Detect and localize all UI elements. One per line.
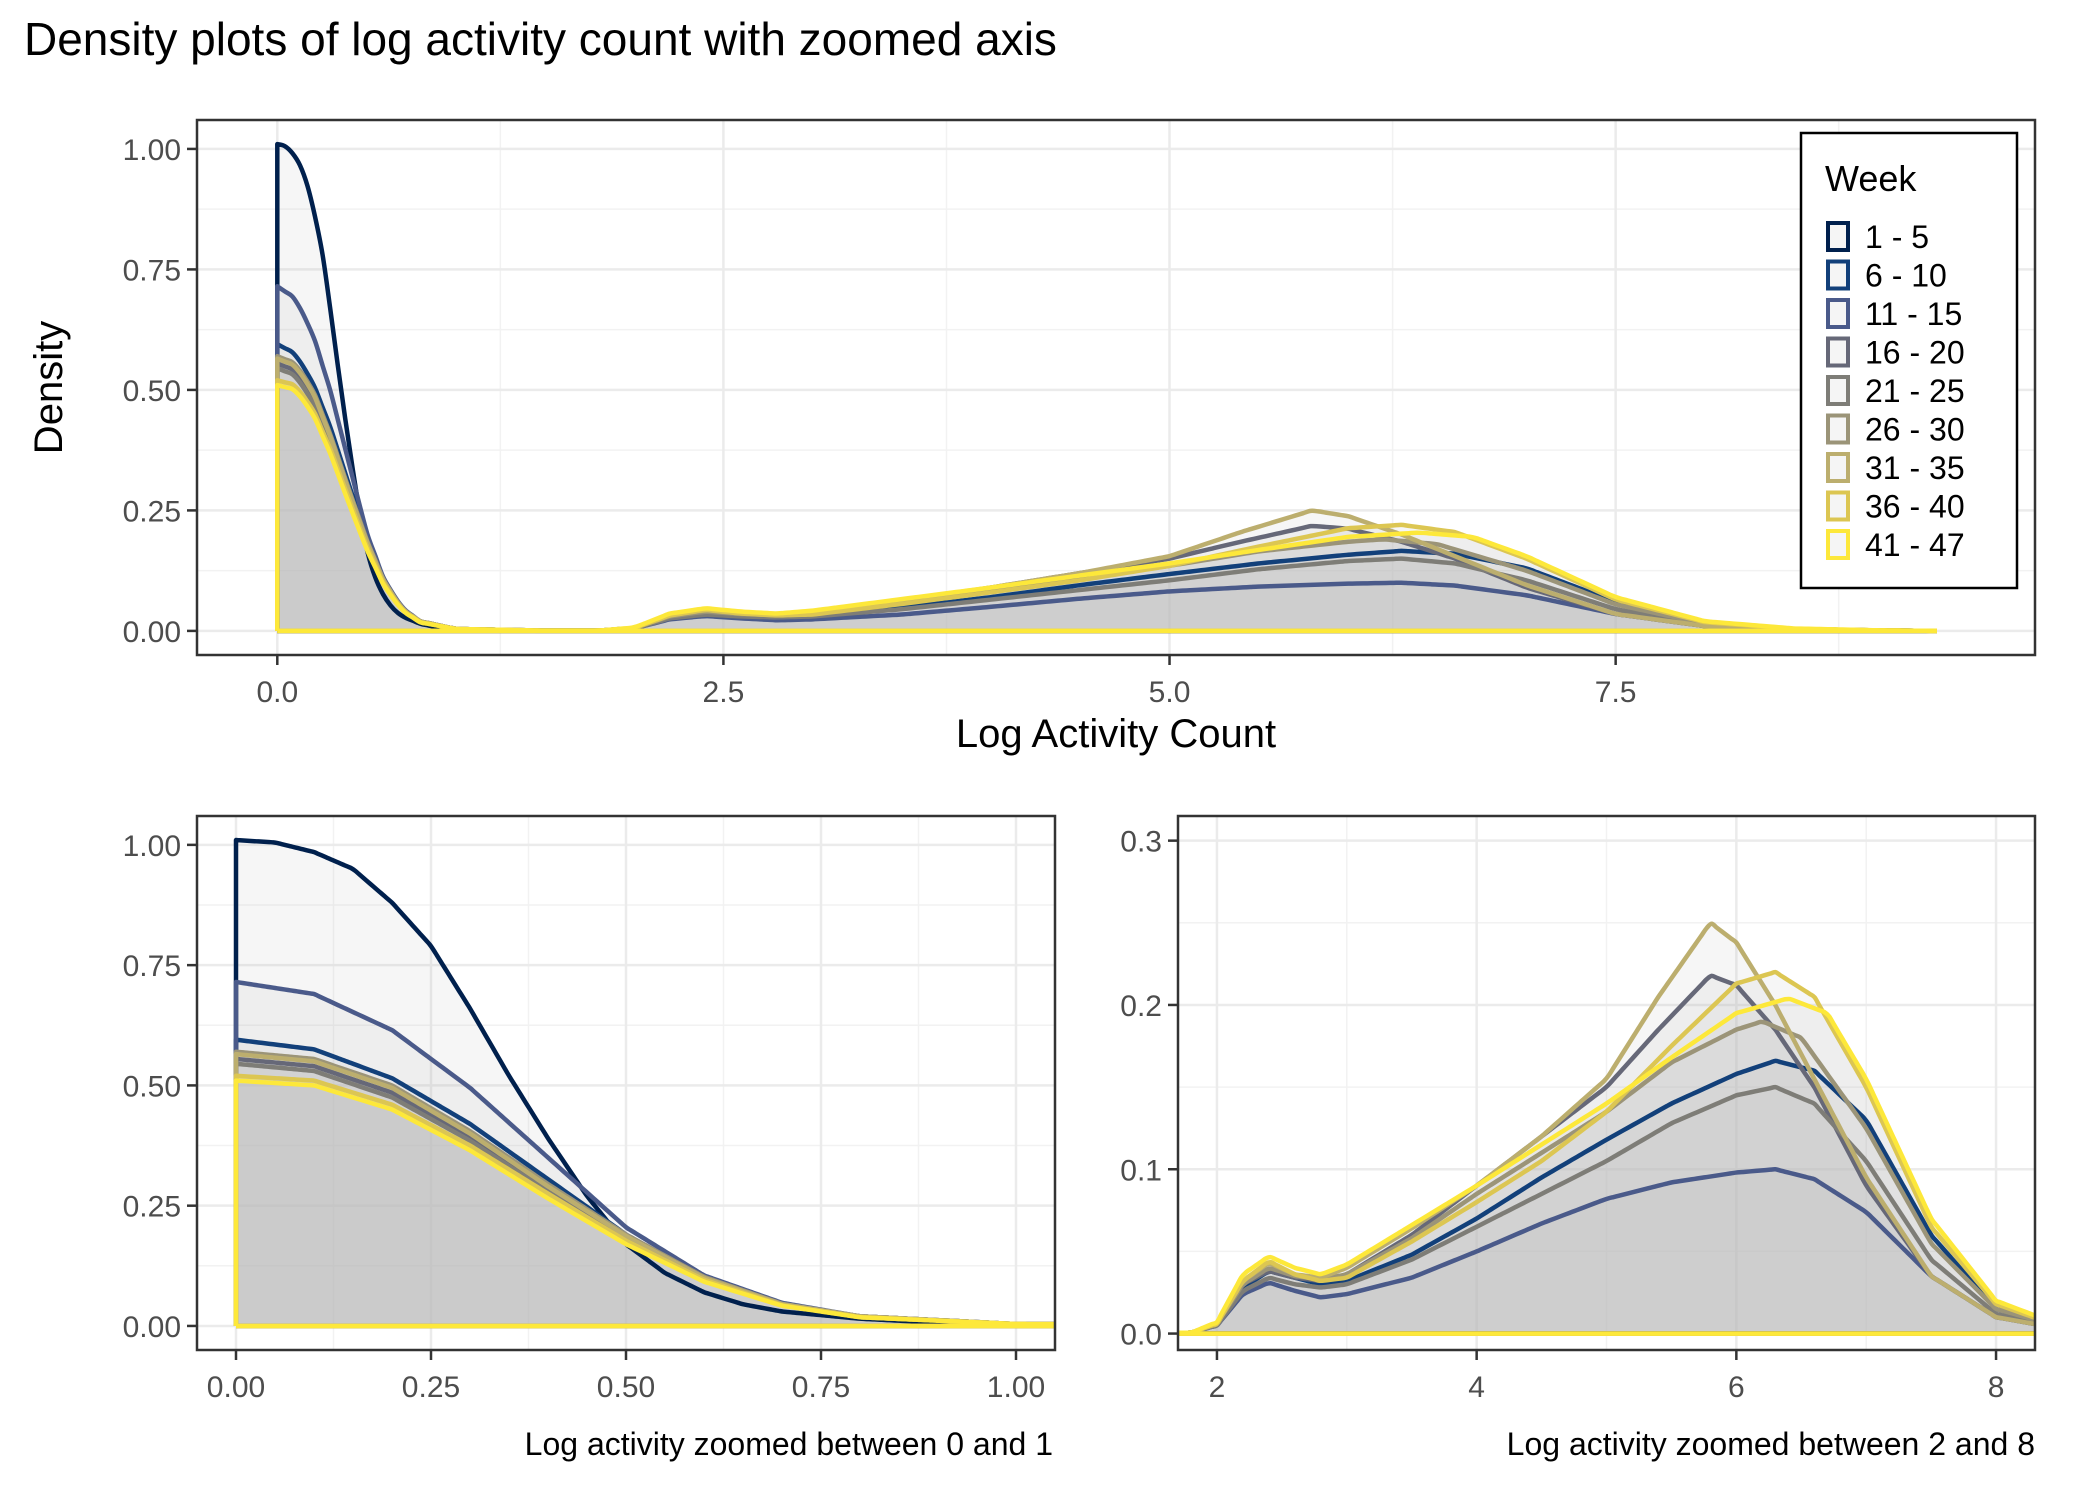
y-tick-label: 0.50 [123, 375, 181, 408]
legend-label: 6 - 10 [1865, 258, 1947, 294]
density-line-41-47 [1178, 996, 2035, 1336]
x-tick-label: 4 [1468, 1371, 1485, 1404]
legend-key [1826, 259, 1850, 291]
density-area-16-20 [1178, 975, 2035, 1334]
density-area-36-40 [236, 1075, 1055, 1326]
y-tick-label: 0.3 [1120, 826, 1162, 859]
y-tick-label: 0.00 [123, 1311, 181, 1344]
x-tick-label: 8 [1988, 1371, 2005, 1404]
legend-key [1826, 375, 1850, 406]
density-line-11-15 [1178, 1167, 2035, 1336]
density-area-41-47 [236, 1080, 1055, 1326]
y-tick-label: 0.75 [123, 950, 181, 983]
legend-title: Week [1825, 158, 1917, 199]
x-tick-label: 6 [1728, 1371, 1745, 1404]
axes: 0.00 0.25 0.50 0.75 1.00 0.00 0.25 0.50 0.75 1.00 [123, 830, 1046, 1404]
y-axis-title: Density [27, 321, 71, 454]
panel-main: 0.0 2.5 5.0 7.5 0.00 0.25 0.50 0.75 1.00 Log Acti… [27, 118, 2037, 756]
y-tick-label: 1.00 [123, 830, 181, 863]
x-tick-label: 0.00 [207, 1371, 265, 1404]
panel-zoom-0-1: 0.00 0.25 0.50 0.75 1.00 0.00 0.25 0.50 0.75 1.00… [123, 814, 1057, 1462]
series-group [233, 837, 1055, 1329]
legend-key [1826, 336, 1850, 368]
gridlines [1178, 816, 2035, 1350]
series-group [275, 141, 1937, 634]
x-tick-label: 2.5 [703, 676, 745, 709]
legend-label: 16 - 20 [1865, 335, 1965, 371]
legend-key [1826, 221, 1850, 252]
density-area-6-10 [236, 1039, 1055, 1326]
legend-key [1826, 490, 1850, 522]
x-axis-title: Log Activity Count [956, 712, 1276, 756]
chart-title: Density plots of log activity count with… [24, 13, 1057, 65]
x-tick-label: 7.5 [1595, 676, 1637, 709]
series-group [1178, 921, 2035, 1336]
density-line-21-25 [1178, 1084, 2035, 1336]
legend-label: 41 - 47 [1865, 527, 1965, 563]
y-tick-label: 0.2 [1120, 990, 1162, 1023]
y-tick-label: 1.00 [123, 134, 181, 167]
legend-label: 21 - 25 [1865, 373, 1965, 409]
x-axis-title: Log activity zoomed between 2 and 8 [1507, 1426, 2035, 1462]
density-line-41-47 [233, 1078, 1055, 1327]
density-area-31-35 [1178, 923, 2035, 1334]
legend-label: 36 - 40 [1865, 489, 1965, 525]
legend-label: 26 - 30 [1865, 412, 1965, 448]
legend-key [1826, 413, 1850, 445]
x-tick-label: 0.0 [256, 676, 298, 709]
density-area-1-5 [236, 840, 1055, 1326]
x-tick-label: 0.75 [792, 1371, 850, 1404]
legend-key [1826, 452, 1850, 483]
density-area-11-15 [1178, 1169, 2035, 1334]
y-tick-label: 0.75 [123, 254, 181, 287]
legend-label: 31 - 35 [1865, 450, 1965, 486]
density-line-36-40 [1178, 969, 2035, 1336]
legend-key [1826, 298, 1850, 329]
x-tick-label: 0.50 [597, 1371, 655, 1404]
x-tick-label: 5.0 [1149, 676, 1191, 709]
y-tick-label: 0.0 [1120, 1319, 1162, 1352]
axes: 0.0 2.5 5.0 7.5 0.00 0.25 0.50 0.75 1.00 [123, 134, 1637, 709]
x-tick-label: 1.00 [987, 1371, 1045, 1404]
x-axis-title: Log activity zoomed between 0 and 1 [525, 1426, 1053, 1462]
density-line-16-20 [1178, 973, 2035, 1336]
panel-border [195, 118, 2037, 657]
density-line-26-30 [1178, 1019, 2035, 1336]
panel-zoom-2-8: 2 4 6 8 0.0 0.1 0.2 0.3 Log activity zoomed betw… [1120, 814, 2037, 1462]
y-tick-label: 0.50 [123, 1070, 181, 1103]
x-tick-label: 2 [1209, 1371, 1226, 1404]
x-tick-label: 0.25 [402, 1371, 460, 1404]
density-area-21-25 [1178, 1087, 2035, 1334]
y-tick-label: 0.25 [123, 1191, 181, 1224]
y-tick-label: 0.1 [1120, 1154, 1162, 1187]
y-tick-label: 0.00 [123, 616, 181, 649]
axes: 2 4 6 8 0.0 0.1 0.2 0.3 [1120, 826, 2004, 1404]
panel-border [1176, 814, 2037, 1352]
legend-label: 1 - 5 [1865, 219, 1929, 255]
legend-key [1826, 529, 1850, 560]
y-tick-label: 0.25 [123, 495, 181, 528]
legend-label: 11 - 15 [1865, 296, 1962, 332]
